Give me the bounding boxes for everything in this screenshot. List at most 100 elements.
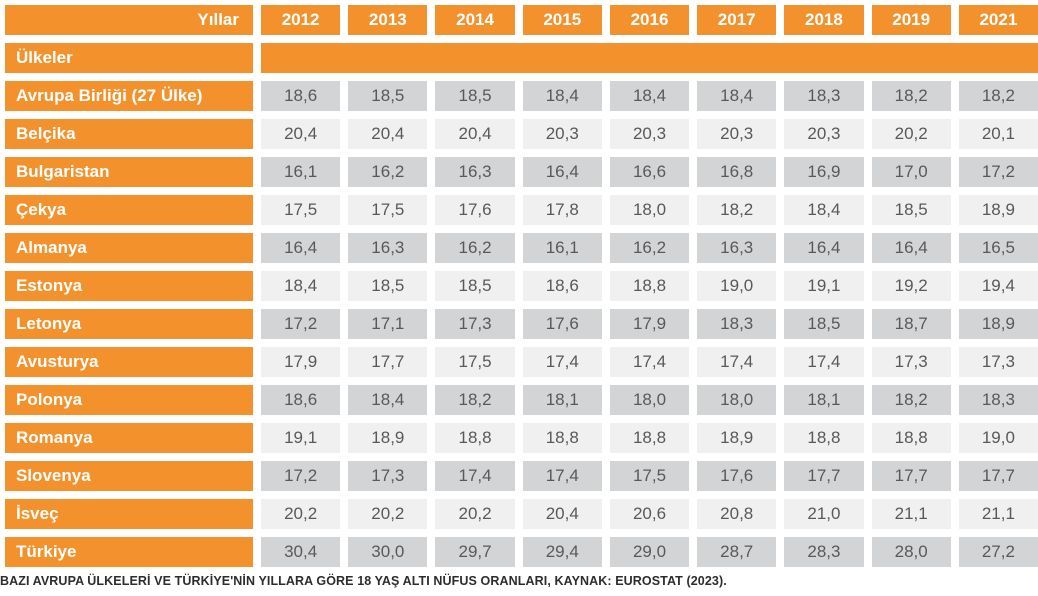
country-label: Slovenya	[5, 461, 253, 491]
year-column-header: 2016	[609, 5, 690, 35]
value-cell: 18,5	[435, 81, 515, 111]
value-cell: 17,7	[871, 461, 951, 491]
country-label: Avrupa Birliği (27 Ülke)	[5, 81, 253, 111]
value-cell: 20,8	[697, 499, 777, 529]
value-cell: 20,6	[609, 499, 690, 529]
year-column-header: 2013	[348, 5, 428, 35]
value-cell: 18,5	[348, 81, 428, 111]
value-cell: 30,0	[348, 537, 428, 567]
value-cell: 18,0	[609, 195, 690, 225]
value-cell: 18,3	[697, 309, 777, 339]
value-cell: 18,9	[348, 423, 428, 453]
value-cell: 17,4	[522, 461, 602, 491]
value-cell: 20,2	[871, 119, 951, 149]
value-cell: 18,6	[522, 271, 602, 301]
value-cell: 20,4	[435, 119, 515, 149]
value-cell: 16,1	[522, 233, 602, 263]
year-column-header: 2014	[435, 5, 515, 35]
value-cell: 17,2	[958, 157, 1038, 187]
value-cell: 18,0	[609, 385, 690, 415]
value-cell: 18,4	[609, 81, 690, 111]
value-cell: 18,1	[784, 385, 864, 415]
years-header-label: Yıllar	[5, 5, 253, 35]
value-cell: 17,4	[609, 347, 690, 377]
value-cell: 18,2	[871, 81, 951, 111]
value-cell: 18,3	[784, 81, 864, 111]
country-label: İsveç	[5, 499, 253, 529]
value-cell: 16,5	[958, 233, 1038, 263]
value-cell: 18,2	[697, 195, 777, 225]
value-cell: 17,4	[435, 461, 515, 491]
country-label: Estonya	[5, 271, 253, 301]
value-cell: 16,4	[522, 157, 602, 187]
value-cell: 27,2	[958, 537, 1038, 567]
value-cell: 18,9	[697, 423, 777, 453]
value-cell: 16,4	[871, 233, 951, 263]
year-column-header: 2018	[784, 5, 864, 35]
value-cell: 18,2	[435, 385, 515, 415]
value-cell: 17,5	[435, 347, 515, 377]
value-cell: 17,4	[784, 347, 864, 377]
value-cell: 18,2	[958, 81, 1038, 111]
value-cell: 29,0	[609, 537, 690, 567]
value-cell: 20,3	[522, 119, 602, 149]
year-column-header: 2021	[958, 5, 1038, 35]
value-cell: 19,0	[697, 271, 777, 301]
value-cell: 18,4	[348, 385, 428, 415]
value-cell: 20,1	[958, 119, 1038, 149]
country-label: Avusturya	[5, 347, 253, 377]
value-cell: 19,2	[871, 271, 951, 301]
value-cell: 16,3	[435, 157, 515, 187]
value-cell: 18,8	[609, 271, 690, 301]
value-cell: 18,5	[435, 271, 515, 301]
value-cell: 18,8	[871, 423, 951, 453]
value-cell: 17,4	[522, 347, 602, 377]
value-cell: 16,6	[609, 157, 690, 187]
year-column-header: 2012	[261, 5, 341, 35]
country-label: Çekya	[5, 195, 253, 225]
value-cell: 18,6	[261, 81, 341, 111]
value-cell: 17,4	[697, 347, 777, 377]
value-cell: 18,9	[958, 195, 1038, 225]
value-cell: 19,4	[958, 271, 1038, 301]
value-cell: 17,6	[435, 195, 515, 225]
value-cell: 17,8	[522, 195, 602, 225]
value-cell: 17,3	[871, 347, 951, 377]
value-cell: 30,4	[261, 537, 341, 567]
year-column-header: 2015	[522, 5, 602, 35]
value-cell: 20,2	[435, 499, 515, 529]
country-label: Bulgaristan	[5, 157, 253, 187]
value-cell: 17,7	[784, 461, 864, 491]
value-cell: 18,7	[871, 309, 951, 339]
value-cell: 19,1	[261, 423, 341, 453]
value-cell: 17,9	[609, 309, 690, 339]
table-caption: BAZI AVRUPA ÜLKELERİ VE TÜRKİYE'NİN YILL…	[0, 574, 727, 588]
value-cell: 16,2	[609, 233, 690, 263]
value-cell: 17,5	[261, 195, 341, 225]
value-cell: 20,2	[348, 499, 428, 529]
value-cell: 17,0	[871, 157, 951, 187]
value-cell: 18,4	[522, 81, 602, 111]
value-cell: 28,0	[871, 537, 951, 567]
value-cell: 17,9	[261, 347, 341, 377]
value-cell: 20,3	[784, 119, 864, 149]
value-cell: 21,1	[958, 499, 1038, 529]
country-label: Romanya	[5, 423, 253, 453]
country-label: Letonya	[5, 309, 253, 339]
year-column-header: 2017	[697, 5, 777, 35]
value-cell: 16,3	[348, 233, 428, 263]
value-cell: 20,2	[261, 499, 341, 529]
value-cell: 16,3	[697, 233, 777, 263]
value-cell: 20,3	[697, 119, 777, 149]
value-cell: 18,5	[784, 309, 864, 339]
value-cell: 16,4	[784, 233, 864, 263]
value-cell: 18,9	[958, 309, 1038, 339]
value-cell: 18,5	[871, 195, 951, 225]
value-cell: 18,1	[522, 385, 602, 415]
value-cell: 20,4	[522, 499, 602, 529]
value-cell: 19,1	[784, 271, 864, 301]
value-cell: 28,7	[697, 537, 777, 567]
value-cell: 18,8	[435, 423, 515, 453]
value-cell: 18,6	[261, 385, 341, 415]
value-cell: 16,4	[261, 233, 341, 263]
